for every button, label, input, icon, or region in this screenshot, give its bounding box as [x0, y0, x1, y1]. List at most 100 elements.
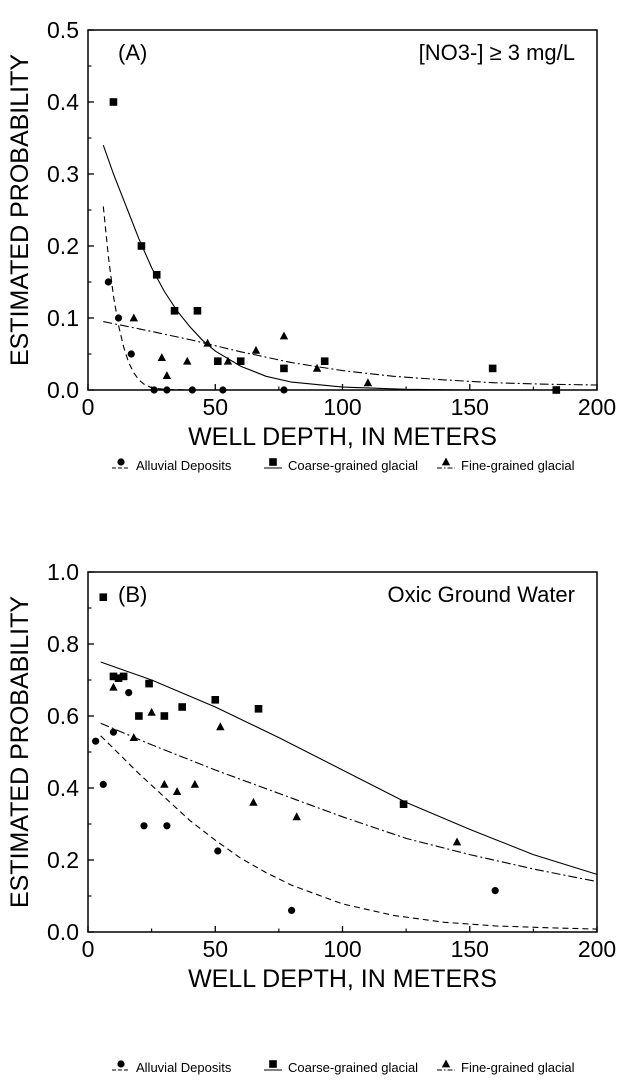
- legend-marker-square: [269, 458, 277, 466]
- data-point-circle: [491, 887, 499, 895]
- x-tick-label: 0: [82, 394, 95, 420]
- data-point-circle: [163, 822, 171, 830]
- data-point-square: [320, 357, 329, 365]
- data-point-square: [236, 357, 245, 365]
- x-tick-label: 50: [202, 936, 228, 962]
- legend-marker-triangle: [441, 457, 451, 466]
- data-point-triangle: [452, 837, 462, 846]
- y-tick-label: 1.0: [47, 559, 79, 585]
- panel-label: (B): [118, 582, 147, 607]
- data-point-square: [114, 674, 123, 682]
- data-point-triangle: [190, 779, 200, 788]
- data-point-triangle: [183, 356, 192, 365]
- y-tick-label: 0.3: [47, 161, 79, 187]
- data-point-square: [109, 672, 118, 681]
- data-point-circle: [140, 822, 148, 830]
- data-point-circle: [127, 350, 135, 358]
- data-point-square: [152, 271, 161, 279]
- data-point-triangle: [216, 722, 225, 731]
- data-point-square: [137, 242, 146, 250]
- plot-frame: [87, 29, 598, 391]
- data-point-square: [170, 307, 179, 315]
- x-tick-label: 0: [82, 936, 95, 962]
- panel-label: (A): [118, 40, 147, 65]
- data-point-square: [211, 696, 220, 704]
- panel-a-chart: 0 50 100 150 200 0.0 0.1 0.2 0.3 0.4 0.5 WELL DEPTH…: [6, 17, 616, 451]
- data-point-square: [135, 712, 143, 720]
- x-tick-label: 200: [578, 394, 616, 420]
- data-point-circle: [125, 689, 133, 697]
- data-point-triangle: [249, 797, 258, 806]
- data-point-circle: [163, 386, 171, 394]
- data-point-circle: [280, 386, 288, 394]
- data-point-square: [399, 800, 408, 808]
- data-point-triangle: [162, 371, 172, 379]
- y-tick-label: 0.2: [47, 233, 79, 259]
- x-tick-label: 150: [451, 936, 489, 962]
- fit-line-square: [100, 661, 598, 875]
- y-tick-label: 0.4: [47, 89, 79, 115]
- data-point-triangle: [157, 353, 167, 361]
- panel-annotation: Oxic Ground Water: [388, 582, 575, 607]
- legend-label: Alluvial Deposits: [136, 458, 232, 473]
- x-tick-label: 200: [578, 936, 616, 962]
- data-point-square: [280, 364, 288, 373]
- data-point-triangle: [279, 331, 289, 340]
- legend-marker-triangle: [441, 1059, 451, 1068]
- data-point-triangle: [223, 356, 233, 365]
- panel-b-legend: Alluvial Deposits Coarse-grained glacial F…: [112, 1059, 575, 1075]
- fit-line-square: [102, 145, 597, 391]
- y-tick-label: 0.8: [47, 631, 79, 657]
- data-point-circle: [219, 386, 227, 394]
- legend-label: Fine-grained glacial: [461, 458, 575, 473]
- legend-label: Alluvial Deposits: [136, 1060, 232, 1075]
- legend-label: Coarse-grained glacial: [288, 458, 418, 473]
- fit-line-circle: [102, 206, 597, 391]
- x-tick-label: 150: [451, 394, 489, 420]
- x-tick-label: 50: [202, 394, 228, 420]
- data-point-square: [552, 386, 561, 394]
- panel-a-legend: Alluvial Deposits Coarse-grained glacial F…: [112, 457, 575, 473]
- data-point-square: [99, 593, 108, 601]
- fit-line-triangle: [100, 722, 598, 883]
- y-tick-label: 0.1: [47, 305, 79, 331]
- data-point-circle: [109, 728, 118, 736]
- y-axis-title: ESTIMATED PROBABILITY: [6, 596, 34, 908]
- data-point-triangle: [109, 682, 118, 691]
- y-tick-label: 0.6: [47, 703, 79, 729]
- data-point-circle: [104, 278, 112, 286]
- data-point-square: [193, 307, 202, 315]
- fit-line-triangle: [103, 321, 598, 386]
- data-point-square: [254, 705, 263, 713]
- legend-marker-circle: [117, 458, 125, 466]
- data-point-square: [213, 357, 222, 365]
- legend-label: Coarse-grained glacial: [288, 1060, 418, 1075]
- x-axis-title: WELL DEPTH, IN METERS: [188, 965, 497, 993]
- data-point-triangle: [147, 707, 156, 716]
- y-tick-label: 0.0: [47, 377, 79, 403]
- data-point-triangle: [129, 313, 139, 322]
- y-tick-label: 0.5: [47, 17, 79, 43]
- plot-frame: [87, 571, 598, 933]
- data-point-square: [488, 364, 497, 373]
- data-point-square: [109, 98, 118, 106]
- y-tick-label: 0.2: [47, 847, 79, 873]
- data-point-circle: [114, 314, 123, 322]
- legend-marker-square: [269, 1060, 277, 1068]
- data-point-circle: [99, 780, 107, 789]
- y-axis-title: ESTIMATED PROBABILITY: [6, 54, 34, 366]
- data-point-triangle: [251, 345, 261, 354]
- y-tick-label: 0.0: [47, 919, 79, 945]
- x-axis-title: WELL DEPTH, IN METERS: [188, 423, 497, 451]
- data-point-square: [119, 672, 128, 681]
- panel-annotation: [NO3-] ≥ 3 mg/L: [419, 40, 575, 65]
- data-point-circle: [188, 386, 196, 394]
- data-point-circle: [214, 847, 222, 855]
- data-point-triangle: [172, 787, 182, 795]
- data-point-square: [145, 679, 153, 688]
- data-point-triangle: [312, 363, 322, 372]
- data-point-triangle: [363, 378, 373, 387]
- data-point-triangle: [203, 338, 212, 347]
- panel-b-chart: 0 50 100 150 200 0.0 0.2 0.4 0.6 0.8 1.0 WELL DEPTH…: [6, 559, 616, 993]
